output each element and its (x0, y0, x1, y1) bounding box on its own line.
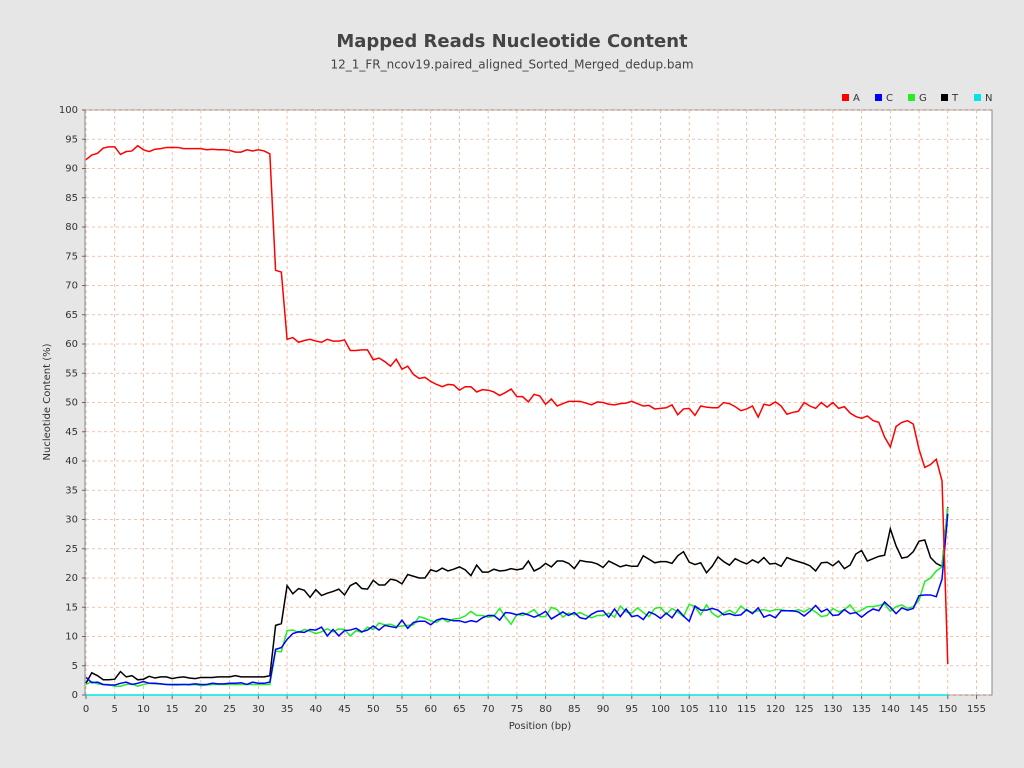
x-tick-label: 25 (223, 704, 236, 715)
legend-label: C (886, 93, 893, 104)
x-tick-label: 50 (367, 704, 380, 715)
x-tick-label: 155 (967, 704, 986, 715)
y-tick-label: 65 (65, 310, 78, 321)
x-tick-label: 85 (568, 704, 581, 715)
x-tick-label: 105 (680, 704, 699, 715)
x-tick-label: 125 (795, 704, 814, 715)
data-line (85, 507, 949, 684)
y-tick-label: 10 (65, 632, 78, 643)
y-tick-label: 0 (72, 690, 78, 701)
x-tick-label: 90 (597, 704, 610, 715)
legend-label: A (853, 93, 860, 104)
x-tick-label: 30 (252, 704, 265, 715)
y-tick-label: 15 (65, 602, 78, 613)
x-tick-label: 5 (112, 704, 118, 715)
x-tick-label: 120 (766, 704, 785, 715)
x-tick-label: 135 (852, 704, 871, 715)
y-tick-label: 40 (65, 456, 78, 467)
data-line (85, 513, 949, 686)
legend-label: N (985, 93, 992, 104)
y-tick-label: 55 (65, 368, 78, 379)
legend-swatch (974, 94, 981, 101)
legend-swatch (875, 94, 882, 101)
x-tick-label: 130 (823, 704, 842, 715)
y-tick-label: 20 (65, 573, 78, 584)
x-axis-label: Position (bp) (509, 721, 572, 732)
legend-label: G (919, 93, 927, 104)
x-tick-label: 45 (338, 704, 351, 715)
x-tick-label: 40 (309, 704, 322, 715)
x-tick-label: 145 (909, 704, 928, 715)
y-tick-label: 45 (65, 427, 78, 438)
y-tick-label: 25 (65, 544, 78, 555)
y-tick-label: 85 (65, 193, 78, 204)
legend-swatch (941, 94, 948, 101)
x-tick-label: 65 (453, 704, 466, 715)
y-tick-label: 50 (65, 398, 78, 409)
x-tick-label: 35 (281, 704, 294, 715)
x-tick-label: 95 (625, 704, 638, 715)
x-tick-label: 15 (166, 704, 179, 715)
y-tick-label: 30 (65, 515, 78, 526)
x-tick-label: 60 (424, 704, 437, 715)
x-tick-label: 0 (83, 704, 89, 715)
x-tick-label: 20 (195, 704, 208, 715)
x-tick-label: 100 (651, 704, 670, 715)
chart-subtitle: 12_1_FR_ncov19.paired_aligned_Sorted_Mer… (330, 58, 693, 72)
y-tick-label: 70 (65, 281, 78, 292)
y-tick-label: 90 (65, 164, 78, 175)
legend-swatch (908, 94, 915, 101)
x-tick-label: 140 (881, 704, 900, 715)
y-tick-label: 95 (65, 134, 78, 145)
y-tick-label: 100 (59, 105, 78, 116)
legend-swatch (842, 94, 849, 101)
y-tick-label: 60 (65, 339, 78, 350)
y-tick-label: 75 (65, 251, 78, 262)
chart-title: Mapped Reads Nucleotide Content (336, 31, 688, 52)
y-tick-label: 5 (72, 661, 78, 672)
x-tick-label: 80 (539, 704, 552, 715)
x-tick-label: 10 (137, 704, 150, 715)
data-line (85, 144, 949, 665)
y-tick-label: 35 (65, 485, 78, 496)
x-tick-label: 70 (482, 704, 495, 715)
y-tick-label: 80 (65, 222, 78, 233)
y-axis-label: Nucleotide Content (%) (42, 343, 53, 460)
x-tick-label: 150 (938, 704, 957, 715)
x-tick-label: 110 (708, 704, 727, 715)
x-tick-label: 75 (511, 704, 524, 715)
legend-label: T (951, 93, 959, 104)
x-tick-label: 115 (737, 704, 756, 715)
x-tick-label: 55 (396, 704, 409, 715)
